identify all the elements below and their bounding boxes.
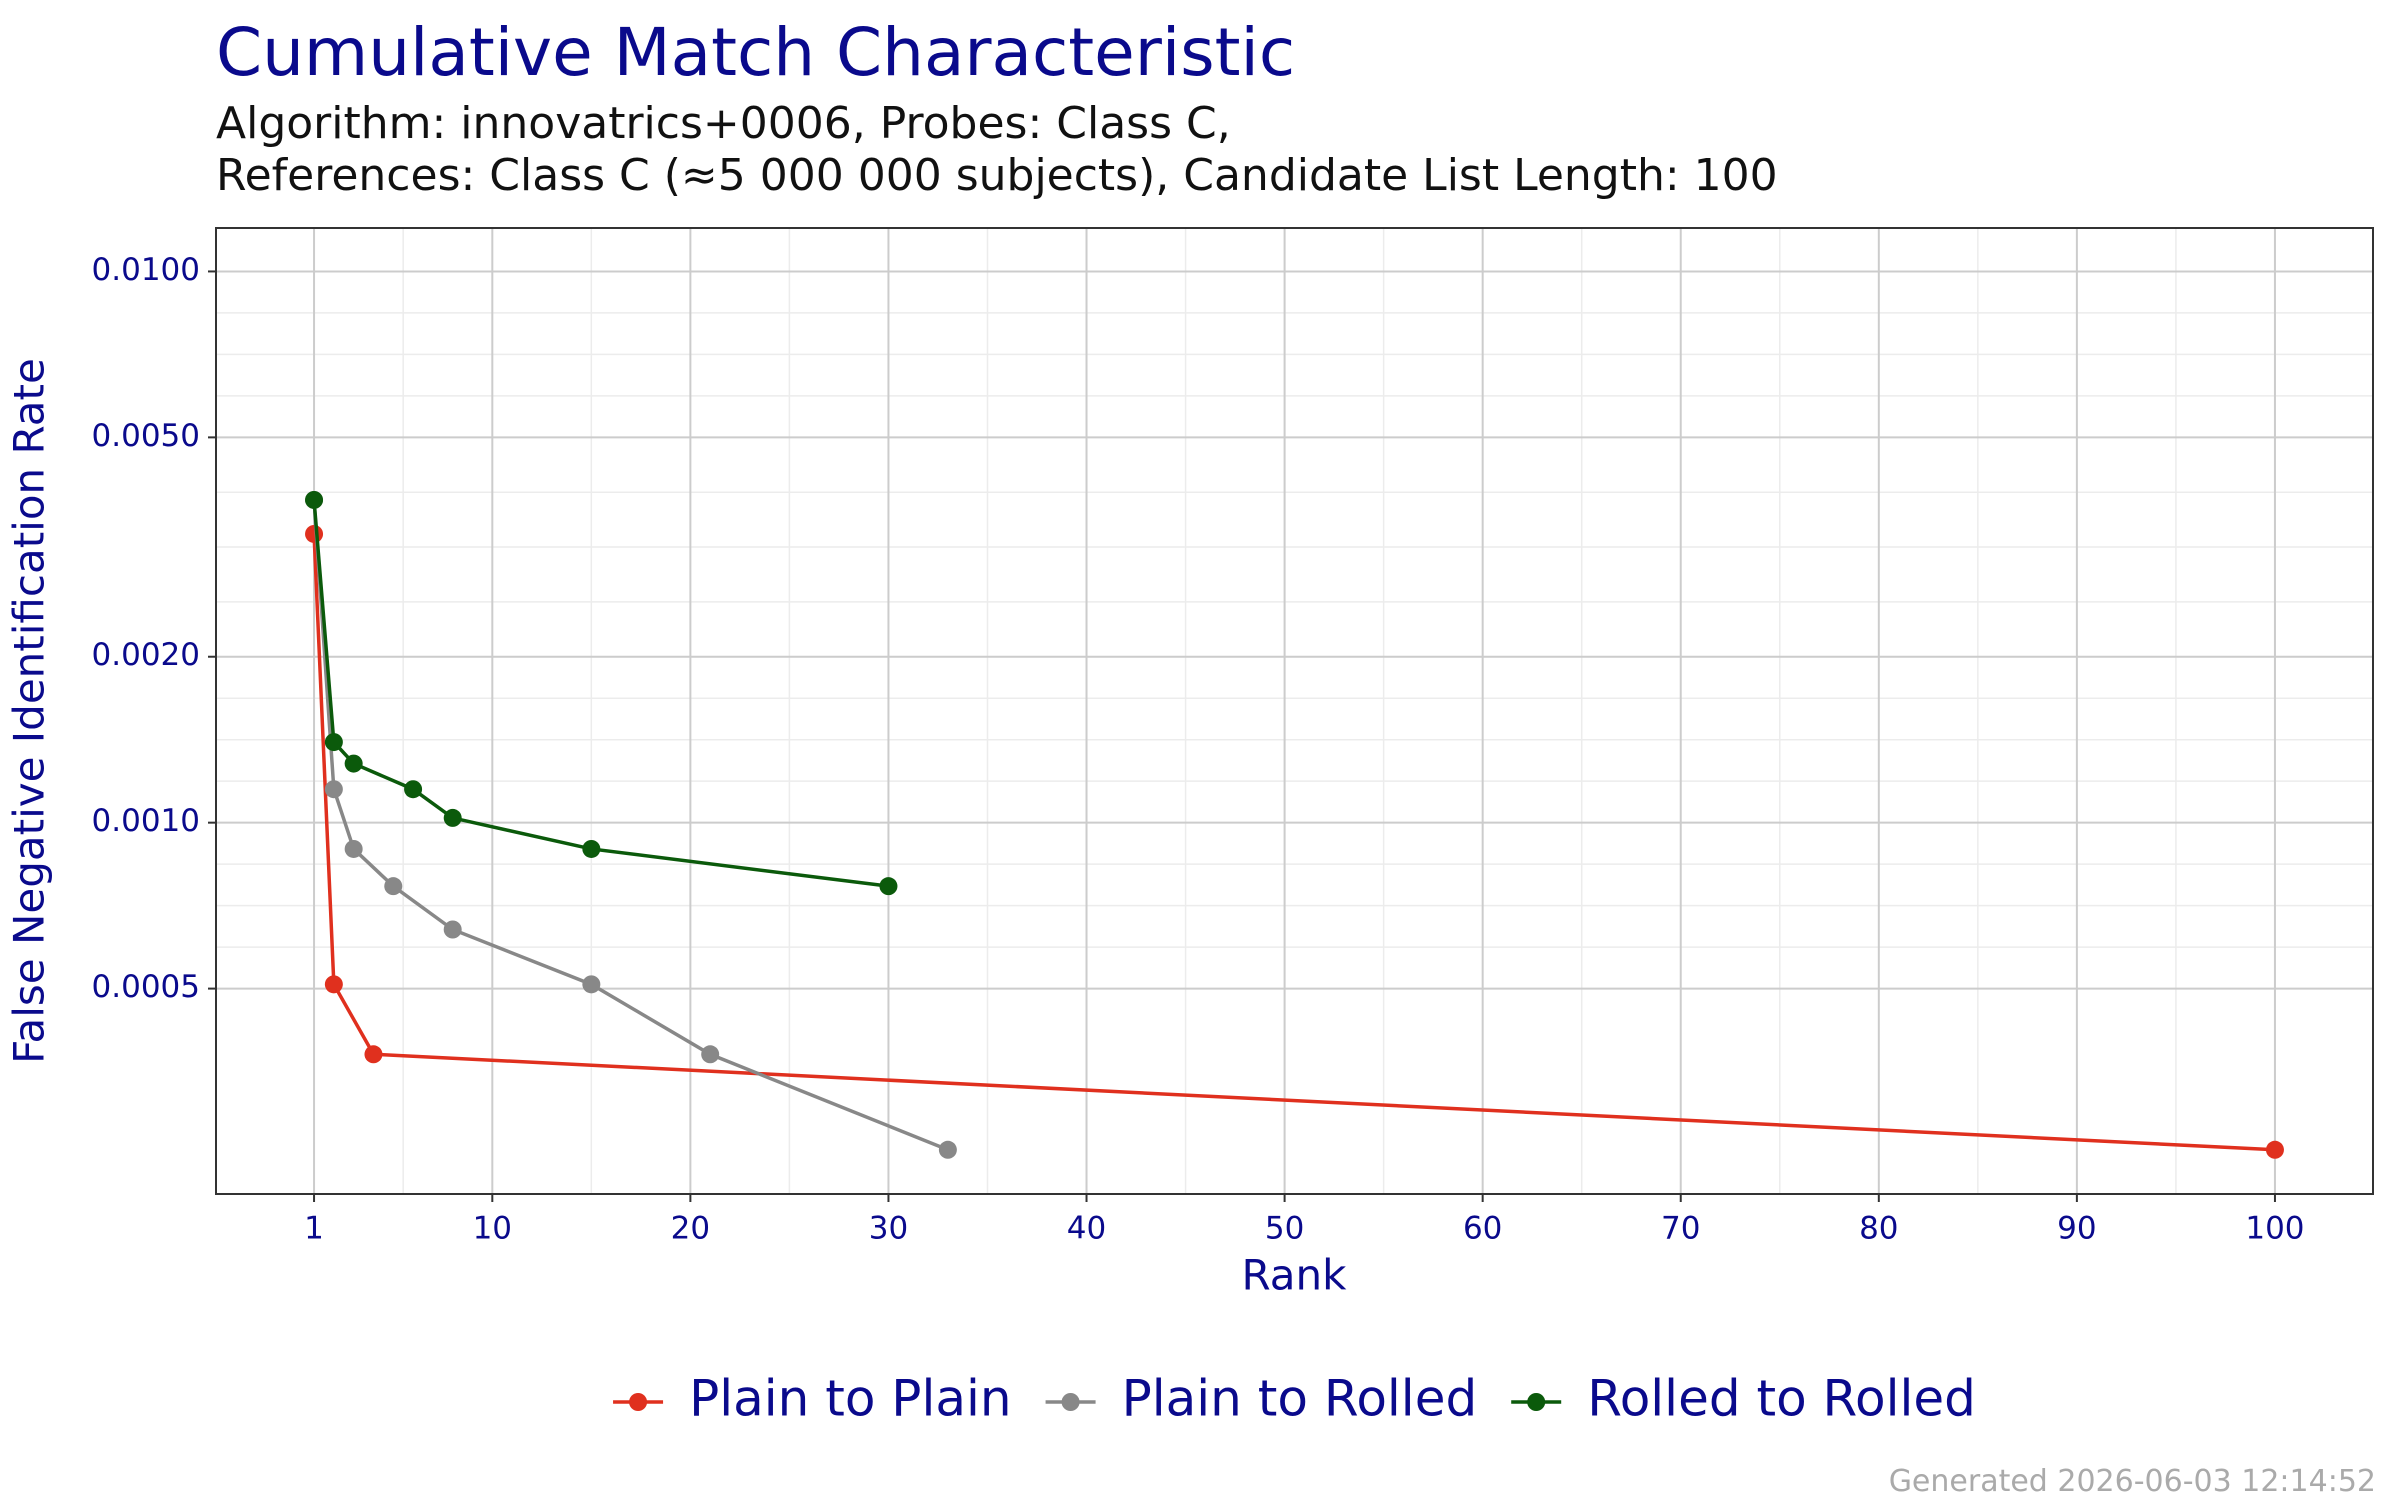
data-point — [443, 808, 462, 827]
subtitle: References: Class C (≈5 000 000 subjects… — [216, 150, 1778, 201]
data-point — [384, 877, 403, 896]
legend-marker — [1527, 1393, 1546, 1411]
series-line — [312, 533, 2276, 1152]
y-tick-label: 0.0020 — [92, 637, 200, 673]
y-tick-label: 0.0100 — [92, 252, 200, 288]
x-tick-label: 50 — [1265, 1211, 1304, 1247]
data-point — [879, 877, 898, 896]
data-point — [305, 524, 324, 543]
x-tick-label: 20 — [671, 1211, 710, 1247]
x-tick-label: 80 — [1859, 1211, 1898, 1247]
data-point — [582, 975, 601, 994]
x-tick-label: 70 — [1661, 1211, 1700, 1247]
x-tick-label: 90 — [2057, 1211, 2096, 1247]
data-point — [324, 975, 343, 994]
data-point — [324, 780, 343, 799]
x-tick-label: 1 — [304, 1211, 324, 1247]
data-point — [344, 839, 363, 858]
data-point — [582, 839, 601, 858]
legend-marker — [629, 1393, 648, 1411]
legend: Plain to Plain Plain to Rolled Rolled to R… — [613, 1370, 1976, 1428]
y-axis-title: False Negative Identification Rate — [5, 358, 54, 1064]
series-line — [312, 499, 949, 1152]
y-tick-label: 0.0010 — [92, 803, 200, 839]
data-point — [324, 733, 343, 752]
chart-title: Cumulative Match Characteristic — [216, 14, 1295, 91]
legend-label: Plain to Plain — [689, 1370, 1012, 1428]
data-point — [404, 780, 423, 799]
subtitle: Algorithm: innovatrics+0006, Probes: Cla… — [216, 98, 1231, 149]
data-point — [2265, 1140, 2284, 1159]
x-tick-label: 10 — [473, 1211, 512, 1247]
data-point — [443, 920, 462, 939]
legend-label: Rolled to Rolled — [1587, 1370, 1976, 1428]
x-axis-title: Rank — [1242, 1251, 1348, 1300]
legend-marker — [1061, 1393, 1080, 1411]
data-point — [344, 754, 363, 773]
data-point — [938, 1140, 957, 1159]
data-point — [364, 1045, 383, 1064]
x-tick-label: 60 — [1463, 1211, 1502, 1247]
legend-label: Plain to Rolled — [1122, 1370, 1478, 1428]
x-tick-label: 100 — [2245, 1211, 2304, 1247]
data-point — [701, 1045, 720, 1064]
data-point — [305, 490, 324, 509]
x-tick-label: 40 — [1067, 1211, 1106, 1247]
plot-frame — [215, 227, 2374, 1195]
x-tick-label: 30 — [869, 1211, 908, 1247]
footer: Generated 2026-06-03 12:14:52 — [1889, 1464, 2376, 1499]
y-tick-label: 0.0005 — [92, 969, 200, 1005]
y-tick-label: 0.0050 — [92, 418, 200, 454]
